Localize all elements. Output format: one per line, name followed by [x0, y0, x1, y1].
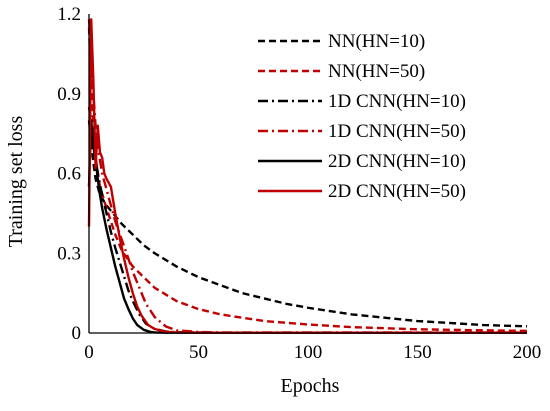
- x-tick-label: 150: [403, 342, 432, 363]
- legend-label: 1D CNN(HN=10): [328, 91, 466, 112]
- y-axis-title: Training set loss: [5, 116, 27, 248]
- legend: NN(HN=10) NN(HN=50) 1D CNN(HN=10) 1D CNN(HN…: [258, 31, 466, 202]
- x-tick-label: 100: [294, 342, 323, 363]
- legend-label: 1D CNN(HN=50): [328, 121, 466, 142]
- series-line-6: [87, 18, 527, 334]
- series-layer: [87, 18, 528, 334]
- y-tick-label: 1.2: [57, 4, 81, 25]
- x-tick-label: 50: [189, 342, 208, 363]
- y-tick-label: 0.9: [57, 84, 81, 105]
- y-tick-label: 0.3: [57, 243, 81, 264]
- series-line-4: [87, 19, 527, 334]
- x-tick-label: 200: [513, 342, 542, 363]
- y-tick-label: 0: [72, 323, 82, 344]
- tick-labels: 0 50 100 150 200 0 0.3 0.6 0.9 1.2: [57, 4, 541, 363]
- series-line-2: [87, 27, 528, 333]
- legend-label: NN(HN=10): [328, 31, 425, 52]
- legend-label: NN(HN=50): [328, 61, 425, 82]
- y-tick-label: 0.6: [57, 164, 81, 185]
- legend-label: 2D CNN(HN=10): [328, 151, 466, 172]
- x-tick-label: 0: [84, 342, 94, 363]
- x-axis-title: Epochs: [281, 375, 340, 397]
- legend-label: 2D CNN(HN=50): [328, 181, 466, 202]
- axes: [88, 14, 527, 334]
